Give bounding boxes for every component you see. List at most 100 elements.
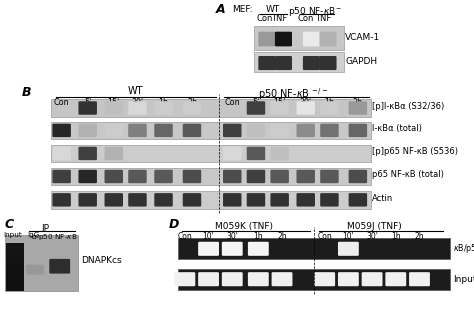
Text: 2h: 2h bbox=[415, 232, 424, 241]
FancyBboxPatch shape bbox=[154, 124, 173, 137]
Text: M059K (TNF): M059K (TNF) bbox=[215, 222, 273, 231]
Text: B: B bbox=[21, 86, 31, 100]
Bar bbox=[6, 281, 24, 284]
FancyBboxPatch shape bbox=[182, 193, 201, 207]
Text: [p]l-κBα (S32/36): [p]l-κBα (S32/36) bbox=[372, 102, 444, 111]
Bar bbox=[51, 122, 371, 139]
FancyBboxPatch shape bbox=[362, 272, 383, 286]
Bar bbox=[6, 262, 24, 265]
FancyBboxPatch shape bbox=[270, 101, 289, 115]
FancyBboxPatch shape bbox=[154, 101, 173, 115]
Text: 30': 30' bbox=[131, 98, 144, 107]
FancyBboxPatch shape bbox=[182, 101, 201, 115]
FancyBboxPatch shape bbox=[275, 32, 292, 46]
Text: Con: Con bbox=[177, 232, 192, 241]
FancyBboxPatch shape bbox=[297, 101, 315, 115]
Text: 5': 5' bbox=[252, 98, 260, 107]
FancyBboxPatch shape bbox=[104, 193, 123, 207]
FancyBboxPatch shape bbox=[49, 259, 70, 274]
FancyBboxPatch shape bbox=[104, 147, 123, 160]
FancyBboxPatch shape bbox=[52, 147, 71, 160]
FancyBboxPatch shape bbox=[128, 170, 146, 183]
Bar bbox=[6, 288, 24, 291]
FancyBboxPatch shape bbox=[270, 124, 289, 137]
Text: p50 NF-$\kappa$B$^-$: p50 NF-$\kappa$B$^-$ bbox=[288, 5, 343, 18]
FancyBboxPatch shape bbox=[182, 124, 201, 137]
FancyBboxPatch shape bbox=[338, 272, 359, 286]
FancyBboxPatch shape bbox=[104, 170, 123, 183]
Text: 15': 15' bbox=[273, 98, 286, 107]
FancyBboxPatch shape bbox=[247, 193, 265, 207]
Bar bbox=[178, 269, 450, 290]
FancyBboxPatch shape bbox=[78, 170, 97, 183]
Text: Con: Con bbox=[298, 14, 314, 23]
FancyBboxPatch shape bbox=[78, 124, 97, 137]
Text: IP: IP bbox=[41, 224, 49, 233]
Text: 10': 10' bbox=[343, 232, 354, 241]
Bar bbox=[6, 276, 24, 279]
Bar bbox=[254, 26, 344, 50]
FancyBboxPatch shape bbox=[247, 101, 265, 115]
Bar bbox=[178, 238, 450, 259]
Text: 5': 5' bbox=[84, 98, 91, 107]
FancyBboxPatch shape bbox=[104, 101, 123, 115]
FancyBboxPatch shape bbox=[222, 272, 243, 286]
Text: $\alpha$-p50 NF-$\kappa$B: $\alpha$-p50 NF-$\kappa$B bbox=[31, 232, 78, 242]
Bar bbox=[5, 235, 78, 291]
Text: $\kappa$B/p50 (VCAM-1): $\kappa$B/p50 (VCAM-1) bbox=[453, 242, 474, 255]
Text: [p]p65 NF-κB (S536): [p]p65 NF-κB (S536) bbox=[372, 147, 458, 156]
FancyBboxPatch shape bbox=[223, 193, 241, 207]
FancyBboxPatch shape bbox=[128, 124, 146, 137]
FancyBboxPatch shape bbox=[314, 272, 335, 286]
FancyBboxPatch shape bbox=[320, 147, 338, 160]
FancyBboxPatch shape bbox=[248, 272, 269, 286]
Text: 30': 30' bbox=[226, 232, 238, 241]
Text: TNF: TNF bbox=[315, 14, 331, 23]
Text: WT: WT bbox=[128, 86, 143, 96]
Bar bbox=[254, 52, 344, 72]
FancyBboxPatch shape bbox=[297, 147, 315, 160]
Text: l-κBα (total): l-κBα (total) bbox=[372, 124, 422, 133]
FancyBboxPatch shape bbox=[320, 193, 338, 207]
Text: Con: Con bbox=[54, 98, 69, 107]
Bar bbox=[6, 279, 24, 281]
Text: 2h: 2h bbox=[187, 98, 197, 107]
Text: GAPDH: GAPDH bbox=[345, 57, 377, 66]
FancyBboxPatch shape bbox=[78, 101, 97, 115]
Text: IgG: IgG bbox=[27, 232, 39, 238]
FancyBboxPatch shape bbox=[319, 56, 337, 70]
Text: Con: Con bbox=[256, 14, 273, 23]
FancyBboxPatch shape bbox=[270, 170, 289, 183]
Text: A: A bbox=[216, 3, 225, 16]
FancyBboxPatch shape bbox=[272, 272, 292, 286]
FancyBboxPatch shape bbox=[320, 124, 338, 137]
Text: D: D bbox=[168, 218, 179, 231]
FancyBboxPatch shape bbox=[198, 272, 219, 286]
FancyBboxPatch shape bbox=[52, 170, 71, 183]
FancyBboxPatch shape bbox=[297, 170, 315, 183]
Text: 30': 30' bbox=[300, 98, 312, 107]
FancyBboxPatch shape bbox=[78, 193, 97, 207]
Text: Con: Con bbox=[317, 232, 332, 241]
FancyBboxPatch shape bbox=[78, 147, 97, 160]
Bar bbox=[6, 269, 24, 272]
FancyBboxPatch shape bbox=[182, 147, 201, 160]
Bar bbox=[6, 264, 24, 267]
FancyBboxPatch shape bbox=[104, 124, 123, 137]
Bar bbox=[6, 274, 24, 276]
FancyBboxPatch shape bbox=[320, 101, 338, 115]
Bar bbox=[6, 250, 24, 253]
Text: p65 NF-κB (total): p65 NF-κB (total) bbox=[372, 170, 444, 180]
FancyBboxPatch shape bbox=[348, 147, 367, 160]
FancyBboxPatch shape bbox=[52, 124, 71, 137]
Text: p50 NF-$\kappa$B $^{-/-}$: p50 NF-$\kappa$B $^{-/-}$ bbox=[258, 86, 328, 102]
Text: M059J (TNF): M059J (TNF) bbox=[347, 222, 402, 231]
Text: MEF:: MEF: bbox=[232, 5, 253, 14]
Text: Actin: Actin bbox=[372, 194, 393, 203]
Text: 1h: 1h bbox=[324, 98, 335, 107]
FancyBboxPatch shape bbox=[348, 101, 367, 115]
Bar bbox=[6, 267, 24, 269]
Text: VCAM-1: VCAM-1 bbox=[345, 33, 380, 42]
Bar bbox=[6, 252, 24, 255]
FancyBboxPatch shape bbox=[222, 242, 243, 256]
